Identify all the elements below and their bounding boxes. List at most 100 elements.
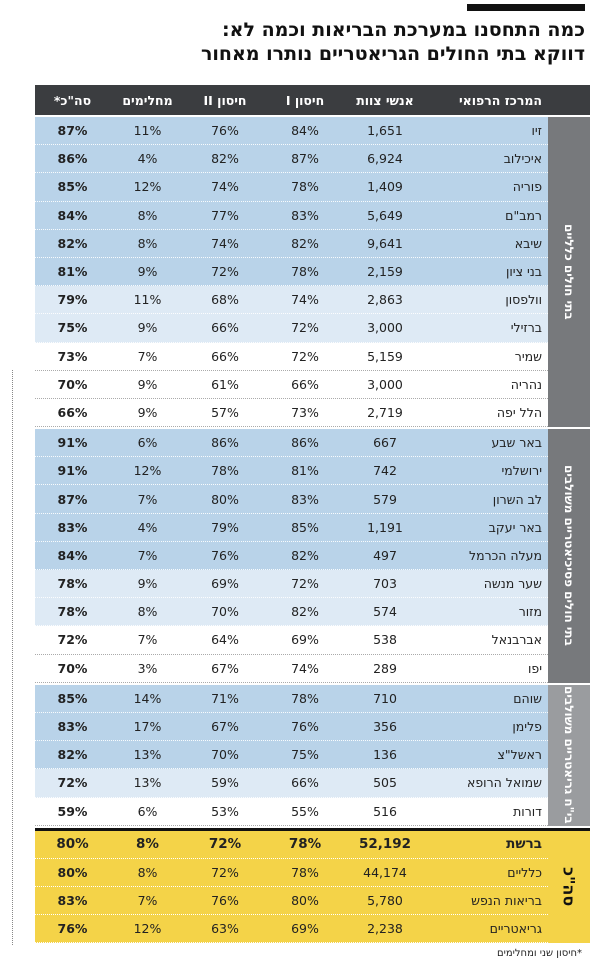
table-cell: 67%	[211, 660, 239, 676]
table-cell: 9%	[137, 576, 158, 592]
group-rows: שוהם 710 78% 71% 14% 85% פלימן 356 76% 67% 17% 83% ר…	[35, 684, 548, 826]
table-cell: 6,924	[367, 151, 403, 167]
table-cell: 9%	[137, 264, 158, 280]
table-cell: גריאטריים	[489, 921, 542, 937]
table-cell: 84%	[57, 547, 88, 563]
group-label-text: סה"כ	[559, 867, 579, 907]
table-row: שמואל הרופא 505 66% 59% 13% 72%	[35, 769, 548, 798]
table-cell: 57%	[211, 404, 239, 420]
table-row: שמיר 5,159 72% 66% 7% 73%	[35, 342, 548, 371]
table-row: ראשל"צ 136 75% 70% 13% 82%	[35, 741, 548, 770]
table-cell: מעלה הכרמל	[469, 547, 542, 563]
table-cell: 1,651	[367, 123, 403, 139]
table-cell: 82%	[57, 235, 88, 251]
table-cell: לב השרון	[492, 491, 542, 507]
table-cell: כלליים	[507, 864, 542, 880]
table-cell: הלל יפה	[496, 404, 542, 420]
table-cell: 78%	[57, 576, 88, 592]
table-row: שיבא 9,641 82% 74% 8% 82%	[35, 229, 548, 258]
table-row: פוריה 1,409 78% 74% 12% 85%	[35, 173, 548, 202]
table-cell: 78%	[291, 264, 319, 280]
table-cell: 12%	[133, 179, 162, 195]
table-cell: 73%	[57, 348, 88, 364]
table-cell: ראשל"צ	[497, 747, 542, 763]
table-row: הלל יפה 2,719 73% 57% 9% 66%	[35, 398, 548, 428]
header-row: המרכז הרפואי אנשי צוות חיסון I חיסון II מחלי…	[35, 85, 590, 115]
table-cell: 703	[373, 576, 397, 592]
table-row: יפו 289 74% 67% 3% 70%	[35, 654, 548, 683]
title: כמה התחסנו במערכת הבריאות וכמה לא: דווקא…	[25, 18, 585, 66]
table-cell: 85%	[291, 519, 319, 535]
table-cell: ברשת	[506, 836, 542, 853]
table-cell: 9%	[137, 404, 158, 420]
table-row: פלימן 356 76% 67% 17% 83%	[35, 712, 548, 742]
table-cell: 74%	[211, 235, 239, 251]
table-row: רמב"ם 5,649 83% 77% 8% 84%	[35, 201, 548, 230]
table-cell: 81%	[291, 463, 319, 479]
table-cell: 8%	[136, 836, 159, 853]
table-cell: 13%	[133, 775, 162, 791]
table-cell: נהריה	[510, 376, 542, 392]
table-cell: באר יעקב	[488, 519, 542, 535]
table-cell: 8%	[137, 864, 158, 880]
table-cell: 86%	[291, 435, 319, 451]
table-cell: 87%	[291, 151, 319, 167]
table-cell: 55%	[291, 803, 319, 819]
table-cell: 1,409	[367, 179, 403, 195]
group: סה"כ ברשת 52,192 78% 72% 8% 80% כלליים 44,174 78%…	[35, 827, 590, 944]
table-cell: 5,159	[367, 348, 403, 364]
table-row: איכילוב 6,924 87% 82% 4% 86%	[35, 145, 548, 174]
decor-line	[12, 370, 13, 945]
table-cell: שמואל הרופא	[467, 775, 542, 791]
table-cell: 9%	[137, 320, 158, 336]
table-cell: 8%	[137, 235, 158, 251]
table-cell: 6%	[137, 803, 158, 819]
table-cell: 7%	[137, 491, 158, 507]
table-cell: 12%	[133, 921, 162, 937]
table-cell: 11%	[133, 123, 162, 139]
table-cell: 74%	[291, 292, 319, 308]
table-cell: 7%	[137, 348, 158, 364]
table-cell: 497	[373, 547, 397, 563]
table-cell: 71%	[211, 690, 239, 706]
header-cell: מחלימים	[122, 92, 173, 108]
table-cell: 83%	[57, 893, 88, 909]
title-line: דווקא בתי החולים הגריאטריים נותרו מאחור	[200, 43, 585, 65]
table-cell: 7%	[137, 893, 158, 909]
table-cell: 74%	[211, 179, 239, 195]
table-cell: 289	[373, 660, 397, 676]
table-row: מזור 574 82% 70% 8% 78%	[35, 598, 548, 627]
table-row: זיו 1,651 84% 76% 11% 87%	[35, 117, 548, 146]
table-cell: שוהם	[513, 690, 542, 706]
header-cell: חיסון II	[203, 92, 247, 108]
table-cell: 44,174	[363, 864, 407, 880]
table-cell: 9%	[137, 376, 158, 392]
table-cell: ברזילי	[510, 320, 542, 336]
table-cell: 82%	[211, 151, 239, 167]
table-cell: 76%	[211, 893, 239, 909]
table-cell: 80%	[291, 893, 319, 909]
table-cell: 7%	[137, 632, 158, 648]
table-cell: 80%	[57, 864, 88, 880]
table-cell: 3,000	[367, 320, 403, 336]
table-row: בני ציון 2,159 78% 72% 9% 81%	[35, 257, 548, 287]
table-cell: 66%	[57, 404, 88, 420]
header-cell: המרכז הרפואי	[458, 92, 542, 108]
table-cell: 72%	[57, 775, 88, 791]
group-label-text: בי"ח גריאטריים משולבים	[562, 686, 576, 825]
table-cell: 72%	[211, 264, 239, 280]
table-cell: 66%	[291, 775, 319, 791]
table-cell: 91%	[57, 435, 88, 451]
table-cell: 78%	[291, 864, 319, 880]
table-cell: 538	[373, 632, 397, 648]
table-cell: 82%	[291, 547, 319, 563]
table-cell: שמיר	[514, 348, 542, 364]
group: בתי חולים כלליים זיו 1,651 84% 76% 11% 87% איכי…	[35, 117, 590, 428]
table-row: מעלה הכרמל 497 82% 76% 7% 84%	[35, 541, 548, 570]
table-cell: 68%	[211, 292, 239, 308]
table-cell: 80%	[56, 836, 89, 853]
table-cell: 78%	[291, 179, 319, 195]
table-cell: 72%	[291, 348, 319, 364]
table-cell: 69%	[211, 576, 239, 592]
table-row: אברבנאל 538 69% 64% 7% 72%	[35, 626, 548, 655]
